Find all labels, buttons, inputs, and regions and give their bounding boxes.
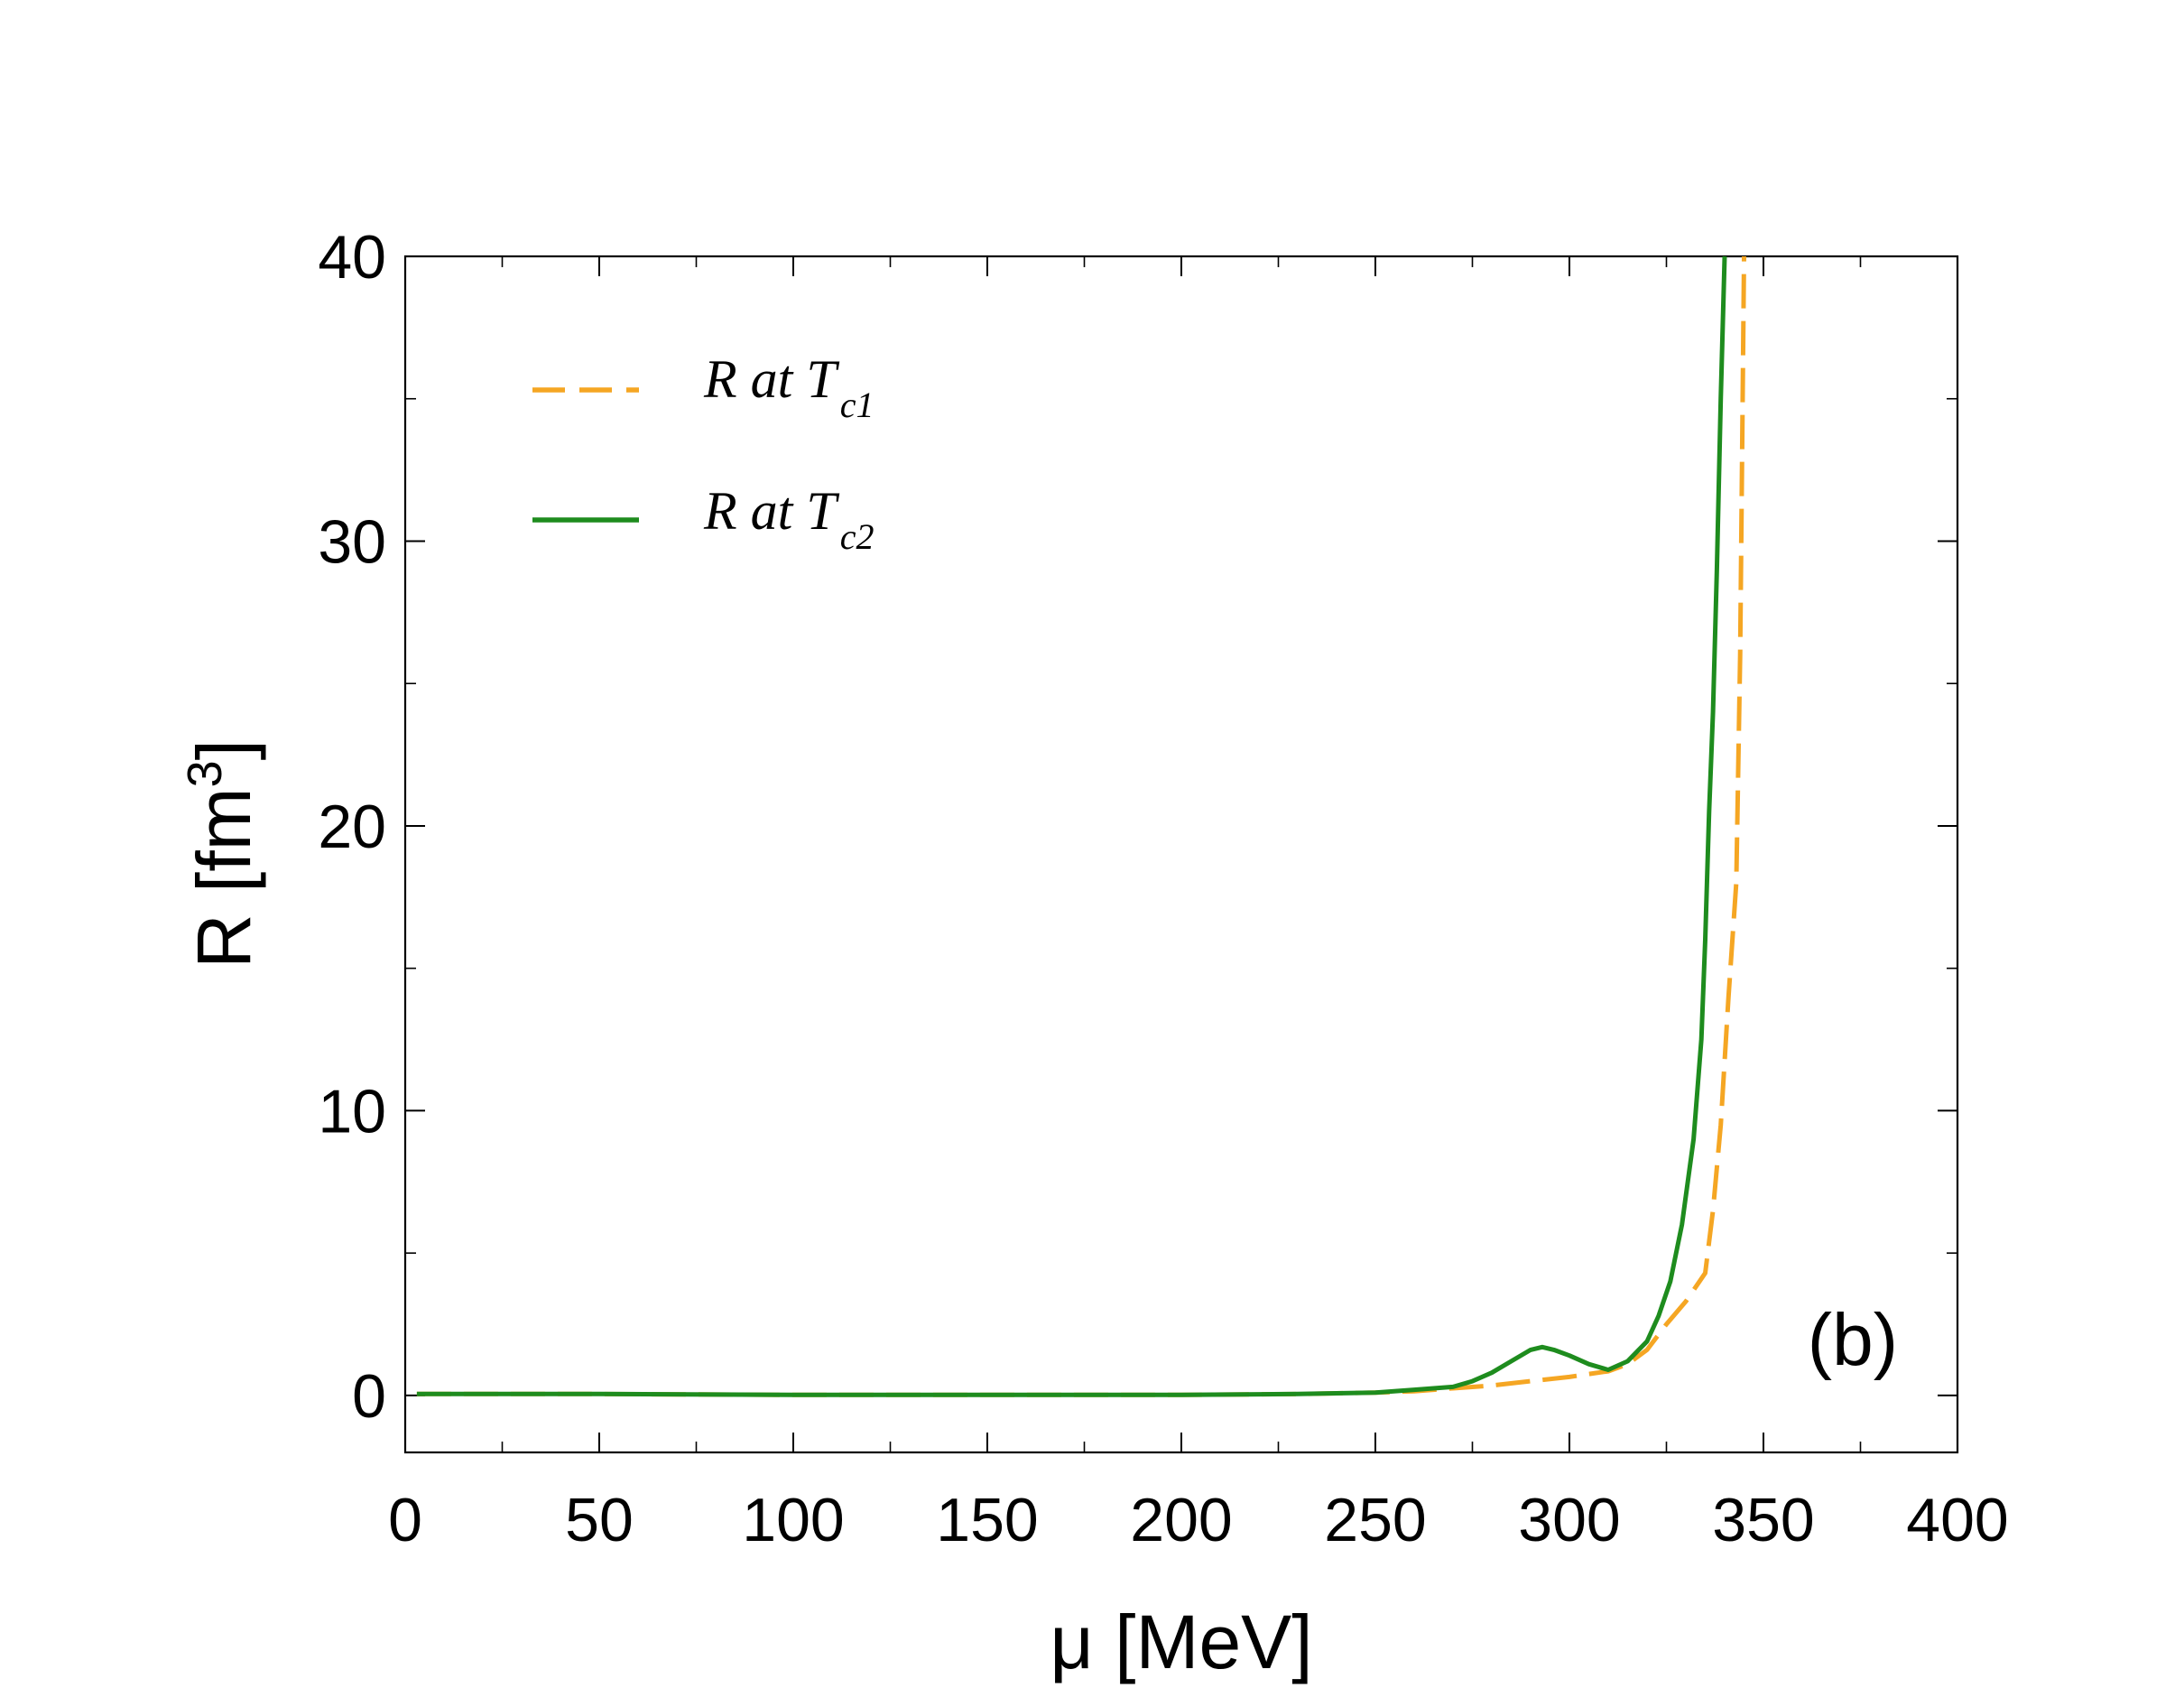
y-tick-label: 30 <box>318 507 386 576</box>
y-tick-label: 40 <box>318 223 386 292</box>
series-group <box>416 255 1746 1397</box>
plot-frame <box>403 255 1959 1454</box>
y-tick-label: 0 <box>352 1362 386 1431</box>
y-axis-label-main: R [fm <box>181 787 266 969</box>
y-axis-label-close: ] <box>181 739 266 760</box>
x-tick-label: 150 <box>936 1486 1038 1554</box>
x-tick-label: 300 <box>1518 1486 1620 1554</box>
x-tick-label: 350 <box>1712 1486 1814 1554</box>
svg-text:R [fm3]: R [fm3] <box>178 739 266 969</box>
x-tick-label: 0 <box>388 1486 422 1554</box>
major-ticks <box>404 255 1958 1452</box>
x-axis-label: μ [MeV] <box>1050 1600 1312 1684</box>
series-line-tc1 <box>416 255 1746 1397</box>
y-axis-label-sup: 3 <box>178 760 232 787</box>
minor-ticks <box>405 256 1957 1452</box>
y-tick-label: 20 <box>318 793 386 861</box>
y-tick-label: 10 <box>318 1077 386 1145</box>
y-axis-label: R [fm3] <box>178 739 266 969</box>
x-tick-label: 200 <box>1130 1486 1232 1554</box>
y-tick-labels: 0 10 20 30 40 <box>318 223 386 1431</box>
x-tick-labels: 0 50 100 150 200 250 300 350 400 <box>388 1486 2009 1554</box>
x-tick-label: 250 <box>1324 1486 1426 1554</box>
x-tick-label: 50 <box>565 1486 634 1554</box>
panel-label: (b) <box>1808 1299 1898 1381</box>
x-tick-label: 400 <box>1906 1486 2008 1554</box>
series-line-tc2 <box>416 255 1727 1397</box>
x-tick-label: 100 <box>742 1486 844 1554</box>
